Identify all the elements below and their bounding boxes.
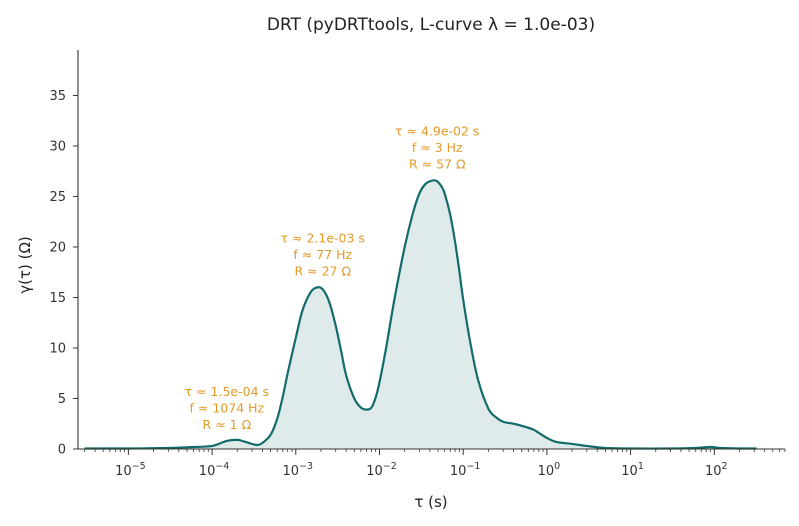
peak-annotation-line: τ ≈ 4.9e-02 s bbox=[395, 123, 479, 138]
x-tick-label: 102 bbox=[705, 461, 728, 479]
x-tick-label: 10−5 bbox=[115, 461, 146, 479]
peak-annotation-line: f ≈ 77 Hz bbox=[293, 247, 352, 262]
peak-annotation-line: R ≈ 1 Ω bbox=[203, 417, 252, 432]
peak-annotation-line: f ≈ 3 Hz bbox=[412, 140, 463, 155]
x-tick-label: 101 bbox=[621, 461, 644, 479]
y-tick-label: 0 bbox=[58, 443, 66, 458]
y-tick-label: 15 bbox=[49, 291, 66, 306]
plot-area bbox=[84, 179, 757, 450]
x-tick-label: 100 bbox=[538, 461, 561, 479]
chart-title: DRT (pyDRTtools, L-curve λ = 1.0e-03) bbox=[267, 15, 595, 35]
y-tick-label: 35 bbox=[49, 89, 66, 104]
peak-annotation-line: R ≈ 57 Ω bbox=[409, 156, 466, 171]
drt-area-fill bbox=[84, 180, 757, 449]
y-tick-label: 20 bbox=[49, 240, 66, 255]
x-axis-title: τ (s) bbox=[414, 493, 447, 511]
y-tick-label: 5 bbox=[58, 392, 66, 407]
x-tick-label: 10−3 bbox=[282, 461, 313, 479]
x-tick-label: 10−1 bbox=[450, 461, 481, 479]
peak-annotation-line: f ≈ 1074 Hz bbox=[190, 400, 265, 415]
y-tick-label: 30 bbox=[49, 139, 66, 154]
peak-annotation-line: R ≈ 27 Ω bbox=[294, 263, 351, 278]
drt-curve bbox=[84, 179, 757, 450]
annotation-layer: τ ≈ 1.5e-04 sf ≈ 1074 Hz R ≈ 1 Ω τ ≈ 2.1e-… bbox=[185, 123, 480, 432]
x-tick-label: 10−2 bbox=[366, 461, 397, 479]
axes: 0 5 10 15 20 25 30 35 10−5 10−4 10−3 10−2 10−1 100 101… bbox=[49, 50, 786, 479]
y-axis-title: γ(τ) (Ω) bbox=[16, 236, 34, 294]
peak-annotation-line: τ ≈ 1.5e-04 s bbox=[185, 384, 269, 399]
y-tick-label: 25 bbox=[49, 190, 66, 205]
peak-annotation-line: τ ≈ 2.1e-03 s bbox=[281, 230, 365, 245]
y-tick-label: 10 bbox=[49, 341, 66, 356]
x-tick-label: 10−4 bbox=[199, 461, 230, 479]
